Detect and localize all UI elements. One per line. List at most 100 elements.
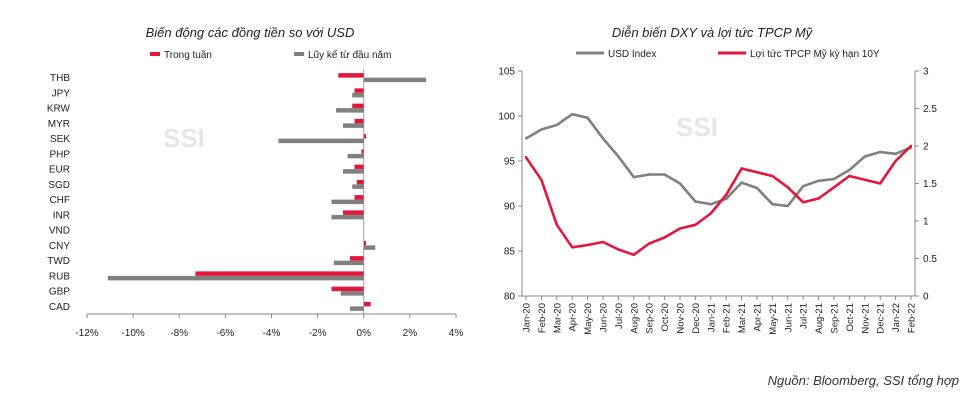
- right-tick-label: 0.5: [923, 254, 937, 265]
- usd-index-point: [617, 155, 620, 158]
- usd-index-point: [601, 137, 605, 140]
- category-label: SGD: [48, 180, 70, 191]
- left-tick-label: 85: [504, 247, 516, 258]
- bar-ytd: [331, 214, 364, 220]
- bar-weekly: [363, 301, 371, 307]
- currency-bar-chart: Biến động các đồng tiền so với USD Trong…: [47, 25, 463, 339]
- usd-index-point: [678, 182, 682, 185]
- category-label: SEK: [50, 134, 70, 145]
- category-label: GBP: [49, 287, 70, 298]
- right-tick-label: 0: [923, 292, 929, 303]
- category-label: PHP: [49, 149, 70, 160]
- bar-weekly: [342, 210, 364, 215]
- yield-10y-point: [694, 223, 697, 226]
- usd-index-point: [786, 204, 789, 208]
- bar-ytd: [278, 138, 364, 144]
- yield-10y-point: [894, 159, 897, 163]
- yield-10y-point: [586, 243, 589, 247]
- usd-index-point: [663, 173, 666, 176]
- category-label: CAD: [49, 302, 70, 313]
- x-tick-label: Jul-20: [614, 303, 625, 329]
- category-label: CNY: [49, 241, 70, 252]
- bar-ytd: [352, 184, 364, 189]
- bar-ytd: [336, 108, 364, 113]
- x-tick-label: Jul-21: [799, 303, 810, 329]
- yield-10y-point: [848, 174, 851, 178]
- bar-chart-title: Biến động các đồng tiền so với USD: [146, 25, 355, 40]
- yield-10y-point: [601, 240, 605, 244]
- x-tick-label: -2%: [309, 328, 327, 339]
- usd-index-point: [832, 177, 836, 181]
- usd-index-point: [817, 179, 820, 182]
- x-tick-label: Jun-21: [783, 303, 794, 332]
- yield-10y-point: [879, 182, 882, 185]
- yield-10y-point: [771, 174, 774, 178]
- right-tick-label: 1: [923, 217, 929, 228]
- bar-weekly: [354, 118, 364, 124]
- x-tick-label: -12%: [75, 328, 98, 339]
- bar-ytd: [107, 275, 364, 281]
- yield-10y-point: [817, 197, 820, 200]
- right-tick-label: 1.5: [923, 179, 937, 190]
- yield-10y-point: [617, 248, 620, 251]
- usd-index-point: [848, 168, 851, 172]
- x-tick-label: -6%: [216, 328, 234, 339]
- x-tick-label: -10%: [121, 328, 144, 339]
- x-tick-label: Feb-20: [537, 303, 548, 333]
- legend-label-ytd: Lũy kế từ đầu năm: [308, 49, 391, 61]
- bar-weekly: [363, 240, 367, 246]
- x-tick-label: Apr-20: [568, 303, 579, 332]
- yield-10y-point: [802, 201, 805, 204]
- bar-weekly: [354, 164, 364, 170]
- x-tick-label: -8%: [170, 328, 188, 339]
- x-tick-label: Jan-20: [522, 303, 533, 332]
- usd-index-point: [802, 185, 805, 188]
- bar-ytd: [347, 153, 364, 159]
- yield-10y-point: [632, 253, 635, 256]
- bar-weekly: [354, 195, 364, 200]
- category-label: MYR: [48, 119, 70, 130]
- usd-index-point: [648, 173, 651, 176]
- bar-ytd: [342, 123, 364, 128]
- bar-ytd: [331, 199, 364, 205]
- usd-index-point: [725, 197, 728, 200]
- x-tick-label: Oct-20: [660, 303, 671, 332]
- x-tick-label: Aug-21: [814, 303, 825, 334]
- legend-swatch-ytd: [294, 52, 304, 56]
- bar-weekly: [349, 256, 364, 261]
- x-tick-label: Mar-20: [552, 303, 563, 333]
- usd-index-point: [879, 150, 882, 154]
- yield-10y-point: [648, 242, 651, 245]
- x-tick-label: Feb-22: [907, 303, 918, 333]
- x-tick-label: Apr-21: [753, 303, 764, 332]
- usd-index-point: [740, 181, 743, 184]
- category-label: TWD: [47, 256, 70, 267]
- bar-ytd: [342, 169, 364, 174]
- usd-index-point: [694, 200, 697, 203]
- usd-index-line: [525, 112, 912, 208]
- left-tick-label: 105: [498, 67, 515, 78]
- yield-10y-point: [863, 178, 866, 181]
- bar-ytd: [340, 291, 364, 296]
- bar-weekly: [363, 134, 367, 139]
- category-label: EUR: [49, 165, 70, 176]
- yield-10y-point: [709, 212, 712, 215]
- category-label: VND: [49, 226, 70, 237]
- x-tick-label: Jan-22: [891, 303, 902, 332]
- usd-index-point: [632, 176, 635, 179]
- yield-10y-point: [678, 227, 682, 230]
- line-chart-title: Diễn biến DXY và lợi tức TPCP Mỹ: [612, 25, 814, 40]
- left-tick-label: 100: [498, 112, 515, 123]
- yield-10y-point: [786, 186, 789, 189]
- yield-10y-point: [755, 171, 759, 174]
- yield-10y-point: [524, 156, 528, 159]
- bar-weekly: [354, 88, 364, 93]
- yield-10y-point: [555, 223, 558, 226]
- right-tick-label: 2: [923, 142, 929, 153]
- bar-ytd: [352, 92, 364, 98]
- usd-index-point: [586, 116, 589, 120]
- bar-ytd: [349, 306, 364, 311]
- x-tick-label: Sep-20: [645, 303, 656, 334]
- category-label: RUB: [49, 271, 70, 282]
- x-tick-label: Nov-20: [676, 303, 687, 334]
